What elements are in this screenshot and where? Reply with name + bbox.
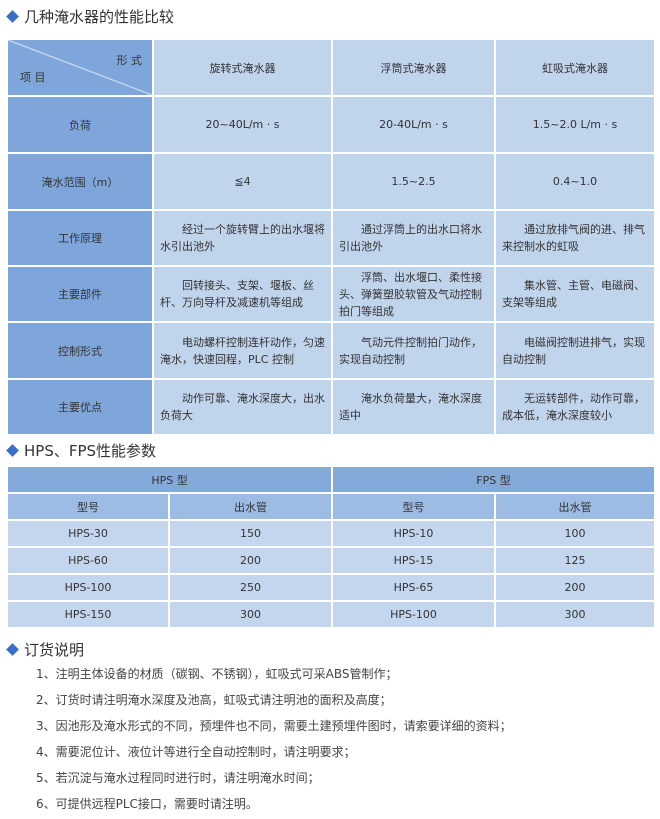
table-row: 主要优点 动作可靠、淹水深度大，出水负荷大 淹水负荷量大，淹水深度适中 无运转部…	[6, 378, 656, 436]
comparison-table: 形 式项 目 旋转式淹水器 浮筒式淹水器 虹吸式淹水器 负荷 20~40L/m …	[6, 38, 656, 436]
table-cell: 125	[494, 546, 657, 575]
table-cell: 回转接头、支架、堰板、丝杆、万向导杆及减速机等组成	[152, 265, 333, 323]
table-cell: HPS-15	[331, 546, 497, 575]
table-cell: 电动螺杆控制连杆动作，匀速淹水，快速回程，PLC 控制	[152, 321, 333, 380]
row-label: 主要部件	[6, 265, 154, 323]
table-cell: 经过一个旋转臂上的出水堰将水引出池外	[152, 209, 333, 267]
ordering-notes-list: 1、注明主体设备的材质（碳钢、不锈钢），虹吸式可采ABS管制作； 2、订货时请注…	[36, 663, 512, 819]
list-item: 6、可提供远程PLC接口，需要时请注明。	[36, 797, 258, 811]
table-row: HPS-150 300 HPS-100 300	[6, 600, 657, 629]
table-cell: 浮筒、出水堰口、柔性接头、弹簧塑胶软管及气动控制拍门等组成	[331, 265, 496, 323]
table-cell: 动作可靠、淹水深度大，出水负荷大	[152, 378, 333, 436]
column-header: 出水管	[494, 492, 657, 521]
group-header-fps: FPS 型	[331, 465, 657, 494]
table-cell: 300	[494, 600, 657, 629]
table-cell: 200	[494, 573, 657, 602]
diamond-bullet-icon	[6, 643, 19, 656]
section-title-ordering: 订货说明	[6, 639, 84, 660]
column-header: 型号	[6, 492, 170, 521]
table-cell: 20~40L/m · s	[152, 95, 333, 154]
table-cell: 150	[167, 519, 334, 548]
row-label: 控制形式	[6, 321, 154, 380]
group-header-hps: HPS 型	[5, 465, 334, 494]
table-cell: 电磁阀控制进排气，实现自动控制	[494, 321, 656, 380]
row-label: 负荷	[6, 95, 154, 154]
table-row: 淹水范围（m） ≦4 1.5~2.5 0.4~1.0	[6, 152, 656, 211]
column-header: 型号	[331, 492, 497, 521]
column-header: 旋转式淹水器	[152, 38, 333, 97]
table-cell: HPS-60	[6, 546, 170, 575]
table-cell: HPS-30	[6, 519, 170, 548]
table-cell: 1.5~2.0 L/m · s	[494, 95, 656, 154]
table-cell: HPS-65	[331, 573, 497, 602]
corner-cell: 形 式项 目	[6, 38, 154, 97]
row-label: 淹水范围（m）	[6, 152, 154, 211]
table-cell: ≦4	[152, 152, 333, 211]
diamond-bullet-icon	[6, 444, 19, 457]
list-item: 4、需要泥位计、液位计等进行全自动控制时，请注明要求；	[36, 745, 356, 759]
diamond-bullet-icon	[6, 10, 19, 23]
list-item: 5、若沉淀与淹水过程同时进行时，请注明淹水时间；	[36, 771, 320, 785]
table-cell: 1.5~2.5	[331, 152, 496, 211]
table-cell: 100	[494, 519, 657, 548]
table-cell: HPS-100	[331, 600, 497, 629]
table-cell: 淹水负荷量大，淹水深度适中	[331, 378, 496, 436]
table-cell: 气动元件控制拍门动作，实现自动控制	[331, 321, 496, 380]
table-row: 工作原理 经过一个旋转臂上的出水堰将水引出池外 通过浮筒上的出水口将水引出池外 …	[6, 209, 656, 267]
column-header: 虹吸式淹水器	[494, 38, 656, 97]
table-row: HPS-30 150 HPS-10 100	[6, 519, 657, 548]
table-row: 负荷 20~40L/m · s 20-40L/m · s 1.5~2.0 L/m…	[6, 95, 656, 154]
table-row: 控制形式 电动螺杆控制连杆动作，匀速淹水，快速回程，PLC 控制 气动元件控制拍…	[6, 321, 656, 380]
table-cell: 0.4~1.0	[494, 152, 656, 211]
row-label: 工作原理	[6, 209, 154, 267]
corner-top-label: 形 式	[116, 54, 143, 67]
table-row: 主要部件 回转接头、支架、堰板、丝杆、万向导杆及减速机等组成 浮筒、出水堰口、柔…	[6, 265, 656, 323]
list-item: 3、因池形及淹水形式的不同，预埋件也不同，需要土建预埋件图时，请索要详细的资料；	[36, 719, 512, 733]
table-cell: 集水管、主管、电磁阀、支架等组成	[494, 265, 656, 323]
section-title-comparison: 几种淹水器的性能比较	[6, 6, 174, 27]
section-title-text: HPS、FPS性能参数	[24, 442, 157, 460]
table-cell: 200	[167, 546, 334, 575]
table-cell: HPS-150	[6, 600, 170, 629]
table-cell: HPS-10	[331, 519, 497, 548]
column-header: 出水管	[167, 492, 334, 521]
section-title-text: 订货说明	[24, 641, 85, 659]
table-cell: 20-40L/m · s	[331, 95, 496, 154]
table-cell: 通过浮筒上的出水口将水引出池外	[331, 209, 496, 267]
params-table: HPS 型 FPS 型 型号 出水管 型号 出水管 HPS-30 150 HPS…	[5, 465, 657, 629]
row-label: 主要优点	[6, 378, 154, 436]
table-cell: 通过放排气阀的进、排气来控制水的虹吸	[494, 209, 656, 267]
table-row: HPS-100 250 HPS-65 200	[6, 573, 657, 602]
table-cell: 无运转部件，动作可靠，成本低，淹水深度较小	[494, 378, 656, 436]
table-row: HPS-60 200 HPS-15 125	[6, 546, 657, 575]
table-cell: 300	[167, 600, 334, 629]
list-item: 1、注明主体设备的材质（碳钢、不锈钢），虹吸式可采ABS管制作；	[36, 667, 398, 681]
corner-bottom-label: 项 目	[20, 71, 46, 84]
table-cell: HPS-100	[6, 573, 170, 602]
section-title-text: 几种淹水器的性能比较	[24, 8, 175, 26]
list-item: 2、订货时请注明淹水深度及池高，虹吸式请注明池的面积及高度；	[36, 693, 392, 707]
section-title-params: HPS、FPS性能参数	[6, 440, 156, 461]
column-header: 浮筒式淹水器	[331, 38, 496, 97]
table-cell: 250	[167, 573, 334, 602]
